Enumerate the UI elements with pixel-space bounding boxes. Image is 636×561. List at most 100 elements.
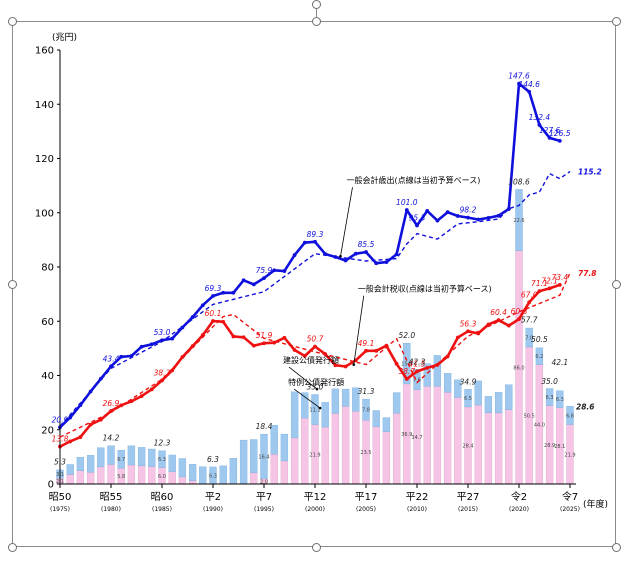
bar-construction-2011 — [423, 363, 431, 387]
bar-special-2017 — [484, 412, 493, 485]
series-1-point-2013 — [445, 210, 450, 215]
bar-special-1983 — [137, 465, 146, 485]
value-label-22: 50.7 — [307, 334, 324, 343]
value-label-33: 77.8 — [578, 269, 597, 278]
series-1-point-1995 — [262, 276, 266, 281]
bar-special-2018 — [494, 412, 503, 485]
y-tick-label-20: 20 — [41, 425, 54, 436]
value-label-19: 38.2 — [154, 368, 171, 377]
bar-construction-2010 — [413, 369, 421, 391]
x-tick-label-2015: 平27 — [457, 492, 480, 503]
series-3-point-2008 — [394, 361, 399, 366]
value-label-14: 127.6 — [539, 126, 561, 135]
value-label-40: 31.3 — [358, 387, 375, 396]
bar-label-special-2024: 28.1 — [554, 444, 565, 450]
series-line-2 — [59, 170, 571, 427]
value-label-35: 14.2 — [103, 433, 120, 442]
bar-special-2007 — [382, 431, 391, 485]
series-1-point-2020 — [517, 81, 521, 86]
series-1-point-2024 — [557, 138, 562, 143]
series-1-point-1999 — [302, 240, 307, 245]
value-label-28: 60.8 — [511, 307, 528, 316]
bar-construction-2012 — [433, 355, 442, 387]
bar-construction-2024 — [556, 390, 564, 408]
annotation-arrowhead-1 — [339, 254, 342, 258]
x-tick-sublabel-1995: (1995) — [254, 506, 274, 513]
annotation-leader-1 — [340, 187, 353, 257]
value-label-43: 34.9 — [460, 377, 477, 386]
bar-special-2016 — [474, 404, 482, 485]
bar-label-construction-2020: 22.6 — [513, 218, 524, 224]
rotate-handle-stem — [316, 4, 317, 21]
resize-handle-bottom-left[interactable] — [8, 543, 17, 552]
series-1-point-1983 — [139, 344, 144, 349]
rotate-handle[interactable] — [312, 0, 321, 9]
bar-construction-1987 — [178, 458, 187, 478]
resize-handle-top-left[interactable] — [8, 17, 17, 26]
bar-construction-2018 — [494, 392, 503, 414]
resize-handle-middle-left[interactable] — [8, 280, 17, 289]
bar-special-1986 — [168, 471, 176, 485]
series-3-point-1979 — [98, 417, 103, 422]
bar-construction-1997 — [280, 433, 289, 462]
bar-construction-2022 — [535, 347, 544, 365]
value-label-46: 50.5 — [531, 335, 548, 344]
series-3-point-1996 — [272, 340, 277, 345]
series-3-point-1990 — [211, 319, 215, 323]
resize-handle-bottom-right[interactable] — [612, 543, 621, 552]
series-1-point-2003 — [343, 258, 348, 263]
bar-special-1976 — [66, 474, 74, 485]
bar-special-1999 — [301, 417, 309, 485]
bar-special-1978 — [86, 472, 95, 485]
bar-construction-1980 — [107, 445, 115, 465]
bar-label-construction-2005: 7.8 — [362, 408, 370, 414]
bar-construction-1982 — [127, 445, 136, 466]
bar-construction-2021 — [525, 327, 533, 348]
resize-handle-top-center[interactable] — [312, 17, 321, 26]
annotation-leader-2 — [353, 295, 365, 365]
annotation-arrowhead-2 — [352, 363, 356, 366]
bar-construction-2000 — [311, 394, 319, 425]
resize-handle-top-right[interactable] — [612, 17, 621, 26]
y-tick-label-160: 160 — [35, 46, 54, 57]
series-1-point-1996 — [272, 268, 277, 273]
bar-label-special-1985: 6.0 — [158, 474, 166, 480]
bar-construction-1992 — [229, 458, 238, 485]
y-tick-label-120: 120 — [35, 154, 54, 165]
series-3-point-2014 — [455, 335, 460, 340]
annotation-leader-3 — [288, 366, 318, 390]
value-label-5: 75.9 — [256, 266, 273, 275]
bar-special-1980 — [107, 464, 115, 485]
series-line-1 — [59, 82, 561, 429]
series-1-point-1986 — [170, 336, 175, 341]
value-label-13: 132.4 — [529, 113, 551, 122]
value-label-15: 126.5 — [549, 129, 571, 138]
bar-special-1996 — [270, 454, 278, 485]
series-3-point-2024 — [557, 283, 562, 287]
bar-special-2013 — [443, 392, 452, 485]
resize-handle-bottom-center[interactable] — [312, 543, 321, 552]
bar-construction-1985 — [158, 450, 166, 468]
bar-label-special-2009: 36.9 — [401, 432, 412, 438]
bar-construction-2002 — [331, 388, 340, 414]
resize-handle-middle-right[interactable] — [612, 280, 621, 289]
series-1-point-2005 — [364, 250, 368, 254]
bar-label-special-1981: 5.8 — [117, 474, 125, 480]
bar-label-special-2023: 28.9 — [544, 443, 555, 449]
series-3-point-2010 — [415, 369, 419, 374]
series-3-point-1999 — [302, 354, 307, 358]
bar-special-1994 — [250, 472, 258, 485]
bar-special-2012 — [433, 386, 442, 485]
bar-construction-1995 — [260, 433, 268, 479]
x-tick-sublabel-2010: (2010) — [407, 506, 427, 513]
bar-construction-1993 — [239, 439, 248, 485]
bar-construction-2006 — [372, 410, 380, 427]
y-axis-unit: (兆円) — [52, 32, 77, 43]
x-tick-label-2005: 平17 — [355, 492, 378, 503]
bar-label-construction-2022: 6.2 — [535, 354, 543, 360]
bar-label-special-2022: 44.0 — [534, 422, 545, 428]
bar-special-2019 — [505, 409, 513, 485]
value-label-9: 95.3 — [409, 213, 426, 222]
y-tick-label-60: 60 — [41, 317, 54, 328]
x-tick-label-1975: 昭50 — [49, 491, 72, 503]
